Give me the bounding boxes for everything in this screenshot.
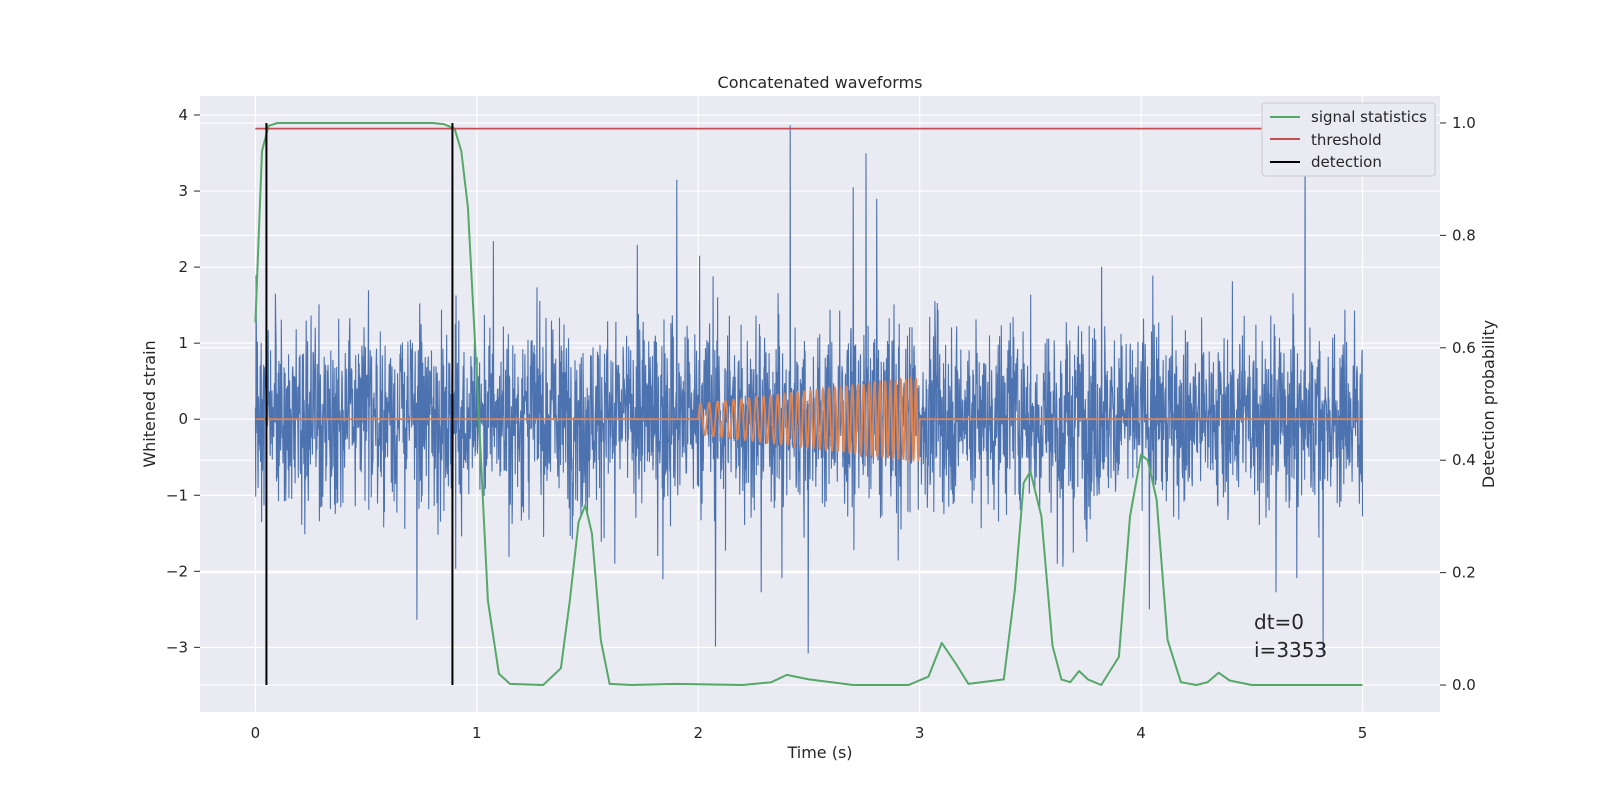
y-tick-label: 4	[178, 106, 188, 124]
y-axis-label: Whitened strain	[140, 340, 159, 467]
y-tick-label: −1	[166, 486, 188, 504]
y2-tick-label: 1.0	[1452, 114, 1476, 132]
legend: signal statistics threshold detection	[1261, 102, 1436, 177]
right-axis-series	[254, 122, 1363, 686]
y2-tick-label: 0.6	[1452, 339, 1476, 357]
y-tick-label: −3	[166, 638, 188, 656]
x-tick-label: 5	[1358, 724, 1368, 742]
legend-label-signal-statistics: signal statistics	[1311, 108, 1427, 126]
chart-title: Concatenated waveforms	[718, 73, 923, 92]
y2-tick-label: 0.0	[1452, 676, 1476, 694]
y2-axis-label: Detection probability	[1479, 320, 1498, 488]
chirp-line	[255, 375, 1363, 464]
annotation-line-2: i=3353	[1254, 638, 1327, 662]
signal-statistics-line	[254, 122, 1363, 686]
y2-tick-label: 0.8	[1452, 226, 1476, 244]
y-tick-label: 2	[178, 258, 188, 276]
y2-tick-label: 0.2	[1452, 564, 1476, 582]
legend-label-threshold: threshold	[1311, 131, 1382, 149]
y-tick-label: 1	[178, 334, 188, 352]
legend-label-detection: detection	[1311, 153, 1382, 171]
x-axis-label: Time (s)	[786, 743, 852, 762]
annotation-line-1: dt=0	[1254, 610, 1304, 634]
y-tick-label: 0	[178, 410, 188, 428]
legend-box	[1261, 102, 1436, 177]
x-tick-label: 2	[693, 724, 703, 742]
y2-tick-label: 0.4	[1452, 451, 1476, 469]
y-tick-label: −2	[166, 562, 188, 580]
annotation: dt=0 i=3353	[1254, 610, 1327, 662]
x-tick-label: 4	[1136, 724, 1146, 742]
x-tick-label: 1	[472, 724, 482, 742]
left-axis-series	[254, 125, 1364, 654]
x-tick-label: 3	[915, 724, 925, 742]
y-tick-label: 3	[178, 182, 188, 200]
ticks: 0 1 2 3 4 5 −3 −2 −1 0 1 2 3 4 0.0 0.2 0.4 0.6 0.8 1.0	[166, 106, 1476, 742]
x-tick-label: 0	[251, 724, 261, 742]
